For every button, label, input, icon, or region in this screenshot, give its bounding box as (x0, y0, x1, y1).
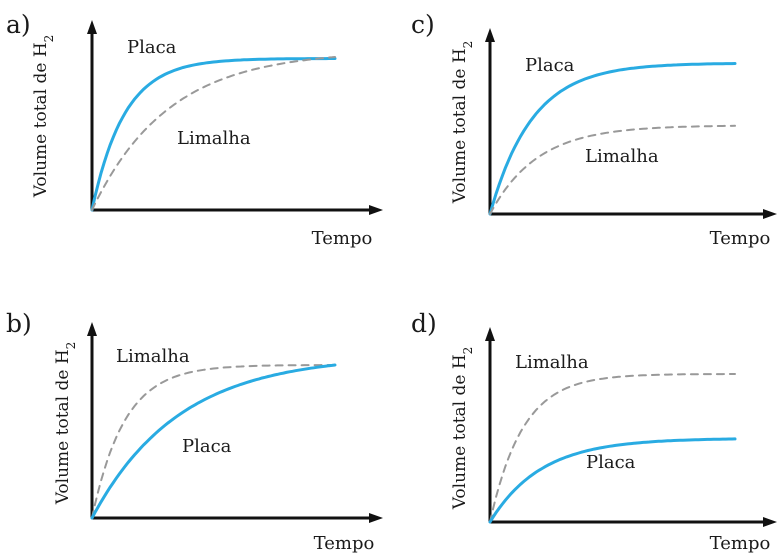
series-label-limalha: Limalha (585, 146, 659, 167)
series-label-placa: Placa (586, 452, 636, 473)
x-axis-arrow (369, 205, 383, 215)
series-line-limalha (489, 373, 736, 523)
x-axis-arrow (763, 209, 777, 219)
series-line-limalha (489, 124, 736, 215)
series-line-placa (90, 57, 337, 212)
series-label-placa: Placa (525, 55, 575, 76)
series-label-limalha: Limalha (515, 352, 589, 373)
series-line-placa (488, 62, 737, 216)
series-line-limalha (91, 56, 336, 211)
series-label-placa: Placa (182, 436, 232, 457)
panel-letter: b) (6, 309, 32, 338)
x-axis-arrow (369, 513, 383, 523)
y-axis-label: Volume total de H2 (450, 41, 475, 205)
y-axis-arrow (87, 20, 97, 34)
panel-a: a)Volume total de H2 Tempo Placa Limalha (6, 10, 383, 249)
y-axis-label: Volume total de H2 (450, 347, 475, 511)
series-label-limalha: Limalha (116, 346, 190, 367)
series-line-placa (488, 437, 737, 524)
x-axis-label: Tempo (710, 533, 771, 554)
x-axis-label: Tempo (314, 533, 375, 554)
y-axis-arrow (485, 28, 495, 42)
y-axis-label: Volume total de H2 (53, 342, 78, 506)
panel-letter: c) (411, 10, 435, 39)
y-axis-arrow (87, 322, 97, 336)
series-line-limalha (91, 364, 336, 519)
x-axis-label: Tempo (710, 228, 771, 249)
panel-letter: a) (6, 10, 31, 39)
y-axis-label: Volume total de H2 (31, 35, 56, 199)
panel-d: d) Volume total de H2 Tempo Limalha Placa (411, 309, 777, 554)
x-axis-label: Tempo (312, 228, 373, 249)
panel-b: b) Volume total de H2 Tempo Limalha Placa (6, 309, 383, 554)
x-axis-arrow (763, 517, 777, 527)
series-label-limalha: Limalha (177, 128, 251, 149)
panel-c: c) Volume total de H2 Tempo Placa Limalha (411, 10, 777, 249)
series-line-placa (90, 363, 337, 520)
series-label-placa: Placa (127, 37, 177, 58)
y-axis-arrow (485, 327, 495, 341)
panel-letter: d) (411, 309, 437, 338)
